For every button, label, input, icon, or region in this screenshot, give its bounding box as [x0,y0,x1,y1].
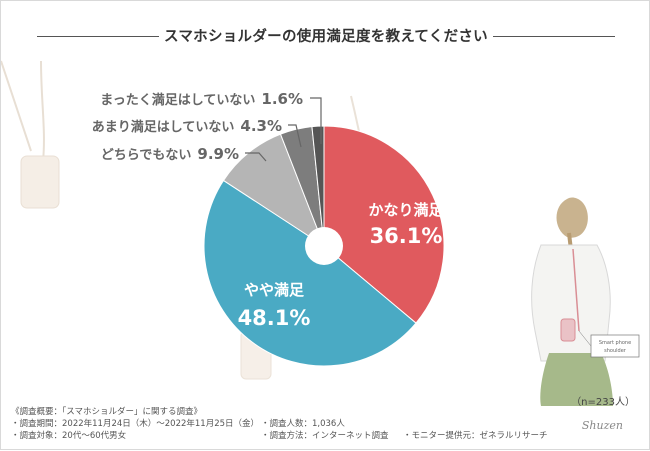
title-rule-left [37,36,159,37]
value-somewhat-satisfied: 48.1% [238,306,311,330]
decor-strap-left [1,60,60,209]
leader-line-very-dissatisfied [310,97,322,144]
label-very-dissatisfied: まったく満足はしていない 1.6% [100,90,303,108]
label-somewhat-satisfied: やや満足 [244,281,305,299]
label-neutral: どちらでもない 9.9% [101,145,239,163]
leader-lines [245,97,322,162]
footer-target: ・調査対象：20代～60代男女 [11,431,127,441]
survey-footer: 《調査概要：「スマホショルダー」に関する調査》 ・調査期間：2022年11月24… [11,406,548,442]
decor-woman-illustration: Smart phone shoulder [531,197,640,406]
phone-tag-line2: shoulder [604,348,627,354]
footer-heading: 《調査概要：「スマホショルダー」に関する調査》 [11,407,202,417]
title-rule-right [493,36,615,37]
footer-provider: ・モニター提供元：ゼネラルリサーチ [403,431,548,441]
label-somewhat-dissatisfied: あまり満足はしていない 4.3% [92,117,282,135]
value-very-satisfied: 36.1% [370,224,443,248]
phone-tag-line1: Smart phone [599,340,631,346]
pie-slices [203,125,445,367]
footer-respondents: ・調査人数：1,036人 [261,419,345,429]
label-very-satisfied: かなり満足 [368,201,444,219]
leader-line-neutral [245,152,267,162]
slice-very-satisfied [323,125,445,324]
footer-method: ・調査方法：インターネット調査 [261,431,389,441]
pie-center-hole [305,227,343,265]
leader-line-somewhat-dissatisfied [288,124,302,148]
footer-period: ・調査期間：2022年11月24日（木）～2022年11月25日（金） [11,419,260,429]
title-bar: スマホショルダーの使用満足度を教えてください [1,25,650,47]
slice-very-dissatisfied [311,125,325,247]
illustrator-signature: Shuzen [581,419,623,432]
sample-size: （n=233人） [571,397,635,408]
slice-somewhat-satisfied [203,179,417,367]
chart-title: スマホショルダーの使用満足度を教えてください [163,29,488,45]
